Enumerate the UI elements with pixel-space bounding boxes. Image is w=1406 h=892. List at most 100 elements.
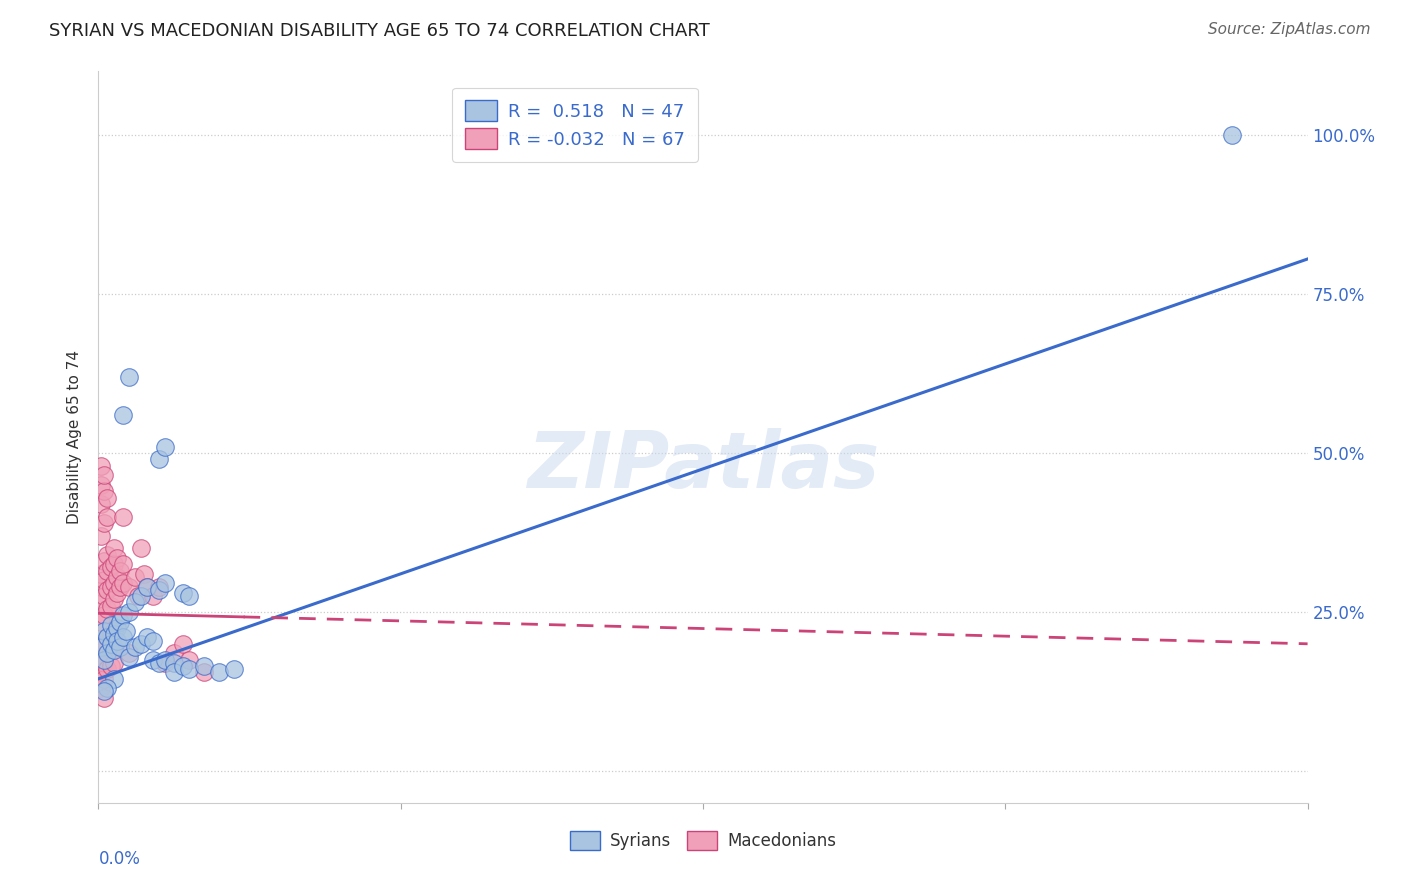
Point bbox=[103, 627, 125, 641]
Point bbox=[103, 592, 125, 607]
Point bbox=[129, 541, 152, 556]
Point bbox=[108, 640, 131, 654]
Point bbox=[224, 662, 246, 676]
Point bbox=[93, 684, 115, 698]
Point bbox=[148, 656, 170, 670]
Point bbox=[142, 653, 165, 667]
Point bbox=[129, 637, 152, 651]
Point bbox=[96, 646, 118, 660]
Point bbox=[153, 440, 176, 454]
Point bbox=[108, 615, 131, 629]
Point bbox=[118, 369, 141, 384]
Point bbox=[111, 509, 134, 524]
Point bbox=[111, 576, 134, 591]
Point bbox=[163, 656, 186, 670]
Point bbox=[135, 580, 157, 594]
Point bbox=[127, 589, 149, 603]
Point bbox=[148, 582, 170, 597]
Point bbox=[93, 690, 115, 705]
Point bbox=[96, 548, 118, 562]
Point bbox=[103, 672, 125, 686]
Point bbox=[142, 589, 165, 603]
Point bbox=[179, 653, 201, 667]
Point bbox=[108, 580, 131, 594]
Point bbox=[153, 653, 176, 667]
Point bbox=[103, 643, 125, 657]
Point bbox=[96, 646, 118, 660]
Point bbox=[172, 637, 194, 651]
Point bbox=[118, 605, 141, 619]
Point bbox=[93, 468, 115, 483]
Point bbox=[93, 637, 115, 651]
Point bbox=[105, 621, 128, 635]
Point bbox=[153, 656, 176, 670]
Point bbox=[105, 586, 128, 600]
Point bbox=[93, 573, 115, 587]
Point bbox=[1220, 128, 1243, 142]
Point bbox=[148, 452, 170, 467]
Point bbox=[90, 580, 112, 594]
Point bbox=[135, 580, 157, 594]
Point bbox=[103, 640, 125, 654]
Point bbox=[100, 617, 122, 632]
Point bbox=[96, 662, 118, 676]
Point bbox=[103, 576, 125, 591]
Point bbox=[100, 643, 122, 657]
Point bbox=[93, 624, 115, 638]
Point bbox=[193, 659, 215, 673]
Point bbox=[96, 491, 118, 505]
Y-axis label: Disability Age 65 to 74: Disability Age 65 to 74 bbox=[67, 350, 83, 524]
Point bbox=[172, 586, 194, 600]
Point bbox=[90, 477, 112, 491]
Text: 0.0%: 0.0% bbox=[98, 850, 141, 868]
Text: SYRIAN VS MACEDONIAN DISABILITY AGE 65 TO 74 CORRELATION CHART: SYRIAN VS MACEDONIAN DISABILITY AGE 65 T… bbox=[49, 22, 710, 40]
Point bbox=[90, 529, 112, 543]
Point bbox=[111, 608, 134, 623]
Point bbox=[96, 564, 118, 578]
Point bbox=[118, 646, 141, 660]
Point bbox=[96, 681, 118, 696]
Text: ZIPatlas: ZIPatlas bbox=[527, 428, 879, 504]
Point bbox=[100, 599, 122, 613]
Point bbox=[90, 640, 112, 654]
Point bbox=[135, 631, 157, 645]
Point bbox=[90, 615, 112, 629]
Point bbox=[90, 681, 112, 696]
Point bbox=[90, 640, 112, 654]
Point bbox=[93, 672, 115, 686]
Point bbox=[90, 566, 112, 581]
Point bbox=[105, 633, 128, 648]
Point bbox=[90, 595, 112, 609]
Point bbox=[93, 484, 115, 499]
Point bbox=[93, 589, 115, 603]
Point bbox=[103, 541, 125, 556]
Point bbox=[93, 516, 115, 530]
Point bbox=[132, 566, 155, 581]
Point bbox=[153, 576, 176, 591]
Point bbox=[93, 656, 115, 670]
Point bbox=[111, 631, 134, 645]
Point bbox=[108, 564, 131, 578]
Legend: Syrians, Macedonians: Syrians, Macedonians bbox=[562, 824, 844, 856]
Point bbox=[111, 408, 134, 422]
Point bbox=[172, 659, 194, 673]
Point bbox=[96, 582, 118, 597]
Point bbox=[193, 665, 215, 680]
Point bbox=[93, 653, 115, 667]
Point bbox=[90, 497, 112, 511]
Point bbox=[96, 509, 118, 524]
Point bbox=[163, 665, 186, 680]
Point bbox=[100, 637, 122, 651]
Point bbox=[93, 554, 115, 568]
Text: Source: ZipAtlas.com: Source: ZipAtlas.com bbox=[1208, 22, 1371, 37]
Point bbox=[142, 633, 165, 648]
Point bbox=[103, 656, 125, 670]
Point bbox=[111, 558, 134, 572]
Point bbox=[90, 665, 112, 680]
Point bbox=[179, 662, 201, 676]
Point bbox=[208, 665, 231, 680]
Point bbox=[148, 580, 170, 594]
Point bbox=[100, 580, 122, 594]
Point bbox=[93, 608, 115, 623]
Point bbox=[90, 653, 112, 667]
